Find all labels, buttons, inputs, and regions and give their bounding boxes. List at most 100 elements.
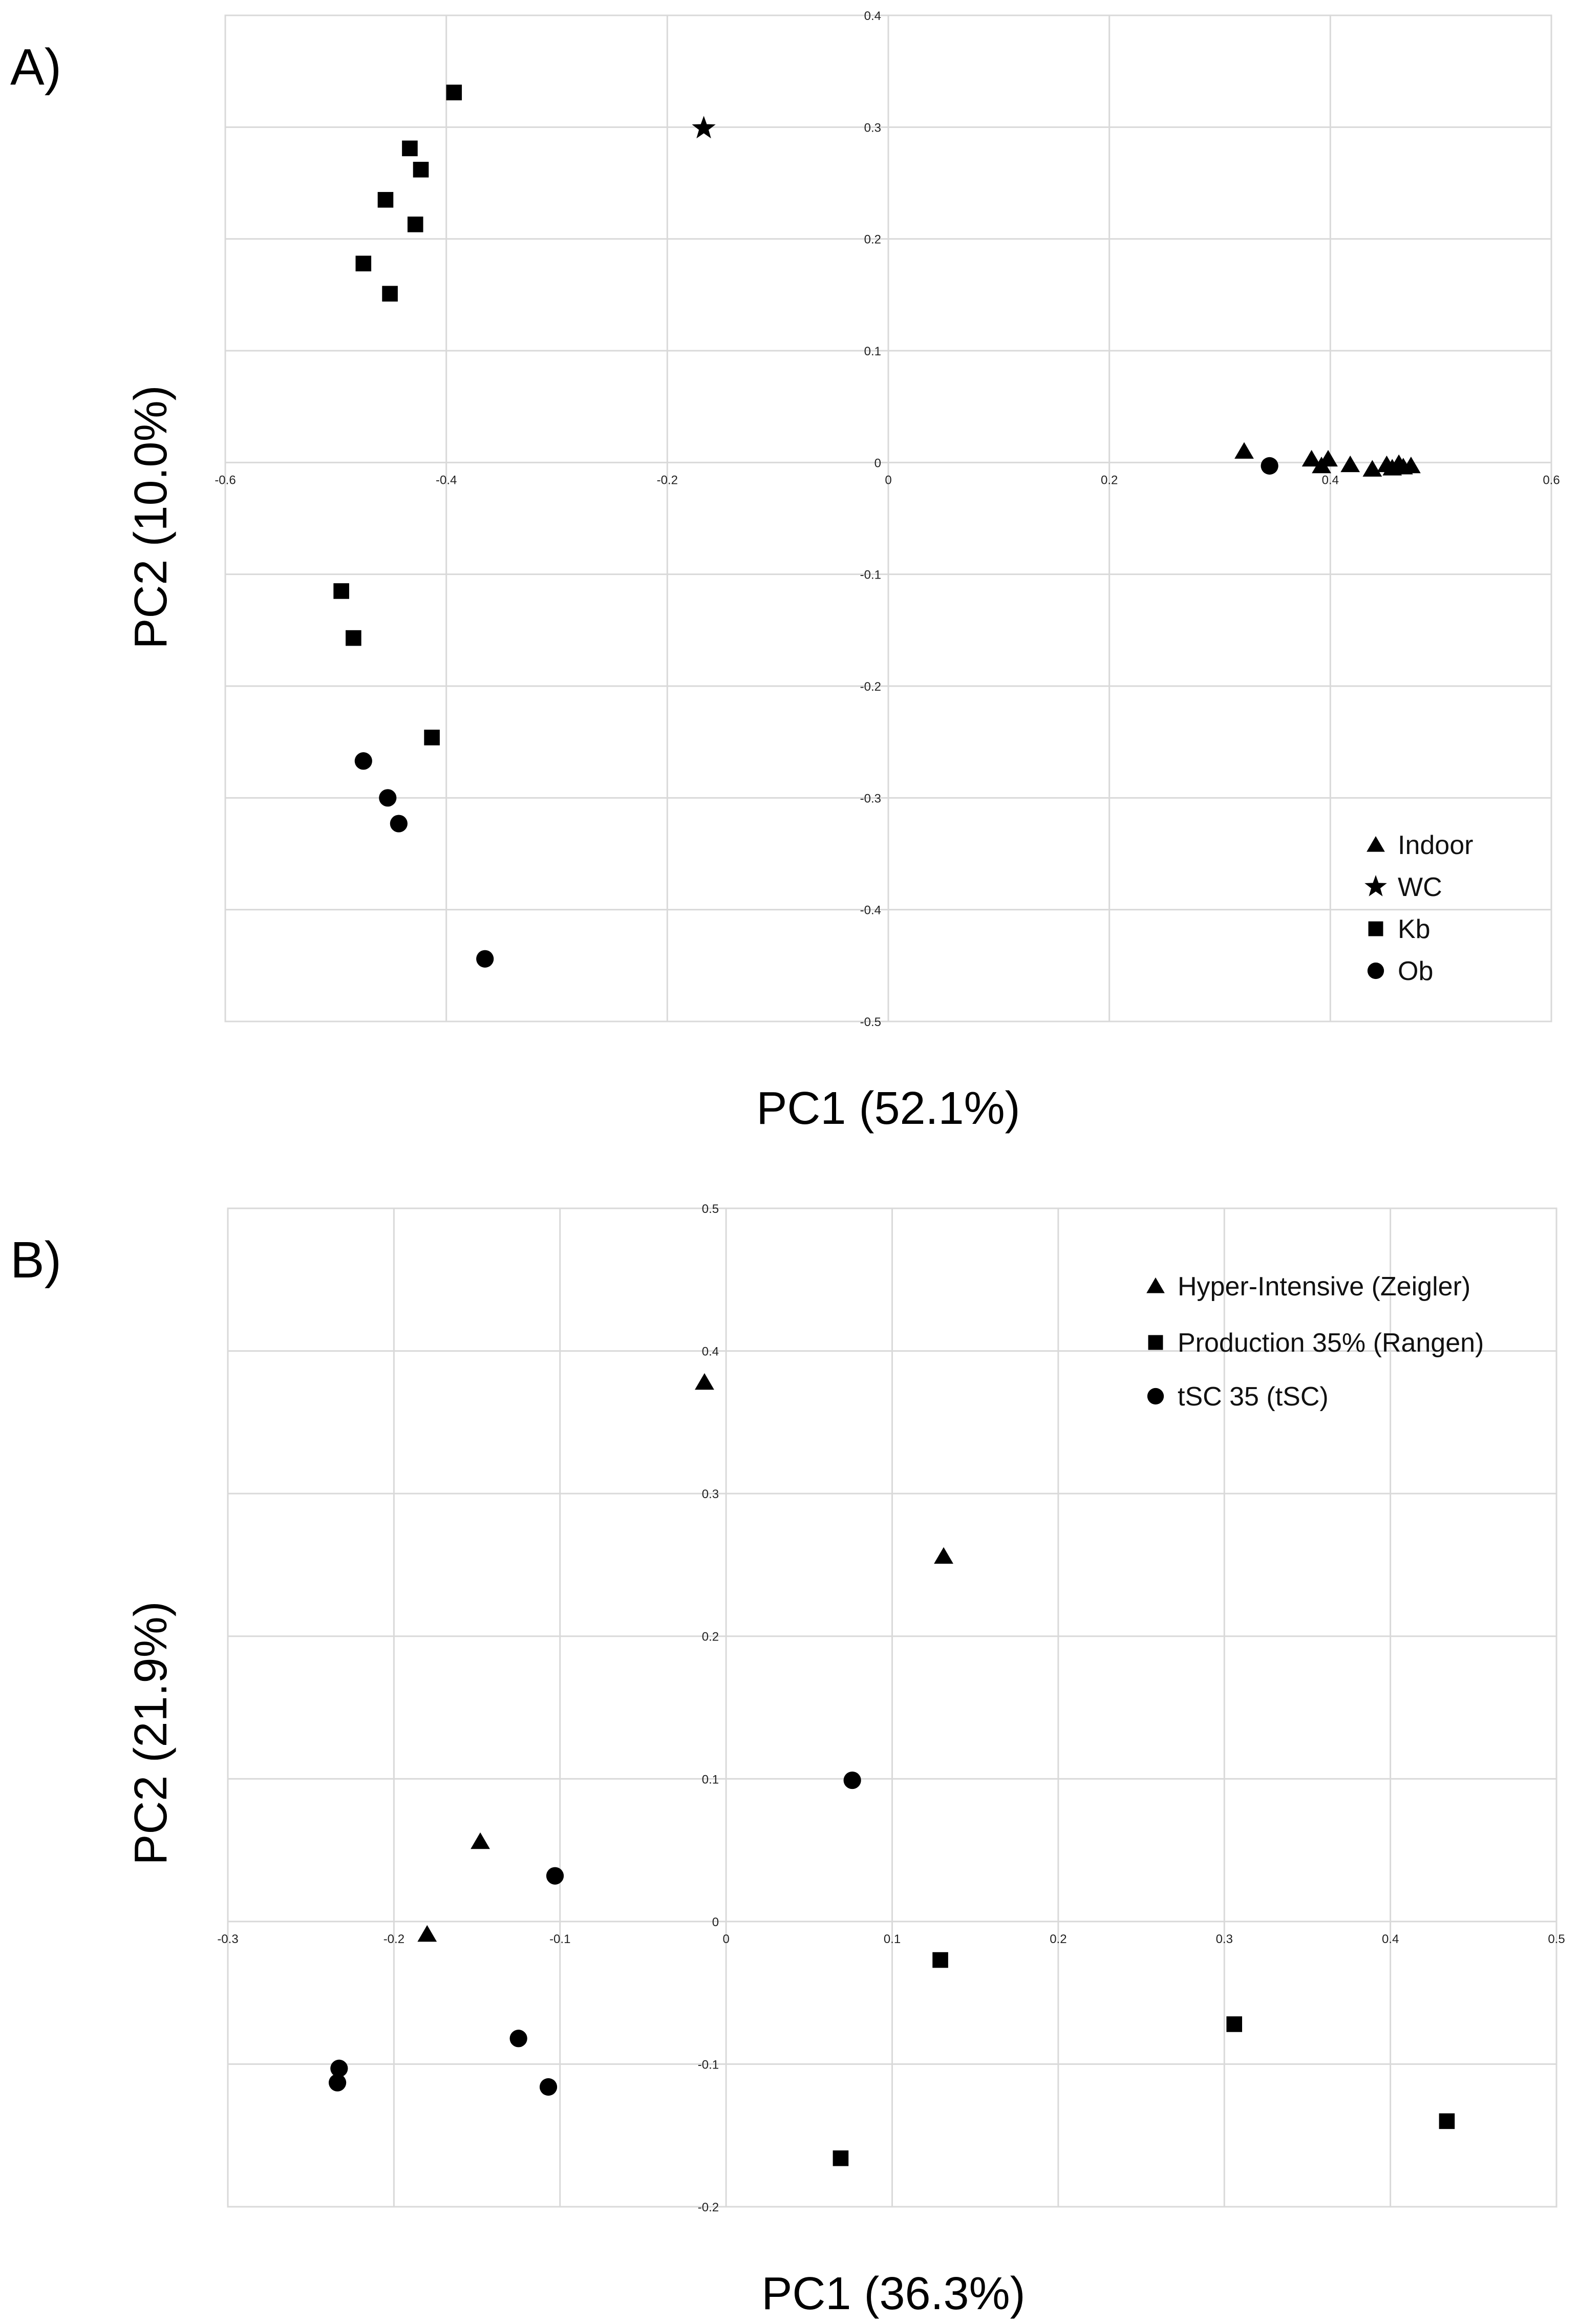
data-point-triangle (1318, 450, 1338, 467)
data-point-circle (354, 752, 372, 770)
y-tick-label: 0.4 (702, 1345, 719, 1359)
panel-a: A) -0.6 -0.4 -0.2 0 0.2 0.4 0.60.40.30.20.10-0… (10, 9, 1560, 1134)
panel-a-gridlines (224, 14, 1552, 1022)
panel-b: B) -0.3 -0.2 -0.1 0 0.1 0.2 0.3 0.4 0.5 0.5 0.4 0.3… (10, 1202, 1565, 2319)
y-tick-label: 0.3 (864, 121, 881, 135)
x-tick-label: 0.4 (1382, 1932, 1399, 1946)
legend-label-kb: Kb (1398, 914, 1431, 944)
x-tick-label: 0.1 (884, 1932, 901, 1946)
series-tsc-35-tsc (328, 1771, 861, 2096)
data-point-triangle (417, 1925, 437, 1942)
data-point-triangle (1234, 442, 1254, 459)
panel-a-x-axis-title: PC1 (52.1%) (756, 1083, 1020, 1134)
panel-b-x-axis-title: PC1 (36.3%) (761, 2268, 1025, 2319)
x-tick-label: 0 (885, 473, 891, 487)
legend-label-production: Production 35% (Rangen) (1178, 1328, 1484, 1358)
panel-a-tick-labels: -0.6 -0.4 -0.2 0 0.2 0.4 0.6 0.4 0.3 0.2 0.1 0 -0.1 -… (215, 9, 1560, 1029)
data-point-circle (476, 950, 494, 968)
data-point-circle (330, 2059, 348, 2077)
legend-marker-star (1364, 875, 1387, 897)
x-tick-label: -0.1 (549, 1932, 570, 1946)
legend-marker-triangle (1146, 1277, 1165, 1293)
panel-a-data-points (333, 84, 1421, 968)
data-point-triangle (1340, 455, 1360, 473)
data-point-star (692, 116, 716, 139)
data-point-triangle (1362, 460, 1382, 477)
data-point-square (333, 583, 349, 599)
data-point-circle (843, 1771, 861, 1789)
x-tick-label: -0.3 (217, 1932, 238, 1946)
y-tick-label: 0 (712, 1915, 719, 1929)
legend-label-indoor: Indoor (1398, 830, 1473, 860)
series-production-35-rangen (833, 1952, 1455, 2166)
data-point-square (355, 255, 372, 271)
panel-a-legend: Indoor WC Kb Ob (1364, 830, 1473, 986)
data-point-circle (539, 2078, 558, 2096)
y-tick-label: 0.2 (864, 233, 881, 247)
y-tick-label: 0 (874, 456, 881, 470)
series-ob (354, 457, 1278, 968)
data-point-triangle (1301, 450, 1321, 467)
x-tick-label: 0.4 (1322, 473, 1339, 487)
legend-marker-circle (1147, 1388, 1164, 1405)
data-point-triangle (695, 1373, 714, 1390)
y-tick-label: 0.2 (702, 1630, 719, 1644)
data-point-square (424, 730, 440, 745)
x-tick-label: 0.6 (1543, 473, 1560, 487)
data-point-circle (328, 2074, 347, 2092)
data-point-square (446, 84, 462, 100)
y-tick-label: -0.2 (860, 680, 881, 694)
y-tick-label: 0.5 (702, 1202, 719, 1216)
legend-item-indoor: Indoor (1367, 830, 1473, 860)
legend-item-ob: Ob (1367, 956, 1433, 986)
legend-label-tsc: tSC 35 (tSC) (1178, 1382, 1329, 1412)
panel-a-y-axis-title: PC2 (10.0%) (125, 385, 177, 649)
x-tick-label: 0.3 (1216, 1932, 1233, 1946)
series-hyper-intensive-zeigler (417, 1373, 953, 1942)
data-point-circle (390, 815, 408, 833)
panel-b-tick-labels: -0.3 -0.2 -0.1 0 0.1 0.2 0.3 0.4 0.5 0.5 0.4 0.3 0.2… (217, 1202, 1565, 2214)
y-tick-label: -0.1 (860, 568, 881, 582)
data-point-circle (509, 2030, 527, 2048)
legend-label-wc: WC (1398, 872, 1442, 902)
panel-b-gridlines (227, 1207, 1557, 2208)
series-wc (692, 116, 716, 139)
x-tick-label: 0.5 (1548, 1932, 1565, 1946)
panel-b-label: B) (10, 1231, 61, 1289)
y-tick-label: 0.1 (702, 1773, 719, 1786)
legend-marker-triangle (1367, 836, 1385, 852)
data-point-square (346, 630, 361, 646)
y-tick-label: 0.1 (864, 345, 881, 358)
legend-item-wc: WC (1364, 872, 1442, 902)
series-indoor (1234, 442, 1421, 477)
legend-item-production: Production 35% (Rangen) (1148, 1328, 1484, 1358)
y-tick-label: 0.3 (702, 1487, 719, 1501)
x-tick-label: -0.2 (657, 473, 678, 487)
x-tick-label: 0 (722, 1932, 729, 1946)
data-point-square (932, 1952, 948, 1968)
data-point-circle (1261, 457, 1278, 475)
data-point-square (407, 216, 423, 232)
data-point-triangle (934, 1547, 953, 1564)
x-tick-label: -0.6 (215, 473, 236, 487)
legend-label-hyper-intensive: Hyper-Intensive (Zeigler) (1178, 1272, 1470, 1302)
data-point-triangle (471, 1832, 490, 1849)
y-tick-label: -0.1 (698, 2058, 719, 2072)
legend-item-kb: Kb (1368, 914, 1431, 944)
legend-marker-square (1148, 1335, 1163, 1350)
y-tick-label: -0.5 (860, 1015, 881, 1029)
data-point-square (382, 286, 398, 302)
data-point-square (833, 2150, 849, 2166)
legend-item-hyper-intensive: Hyper-Intensive (Zeigler) (1146, 1272, 1470, 1302)
panel-b-legend: Hyper-Intensive (Zeigler) Production 35%… (1146, 1272, 1484, 1412)
legend-item-tsc: tSC 35 (tSC) (1147, 1382, 1329, 1412)
data-point-circle (379, 789, 397, 807)
x-tick-label: -0.2 (383, 1932, 404, 1946)
data-point-square (413, 162, 429, 178)
legend-marker-square (1368, 921, 1383, 936)
panel-b-y-axis-title: PC2 (21.9%) (125, 1601, 177, 1865)
data-point-square (377, 191, 394, 208)
x-tick-label: 0.2 (1050, 1932, 1066, 1946)
data-point-square (1226, 2016, 1243, 2032)
